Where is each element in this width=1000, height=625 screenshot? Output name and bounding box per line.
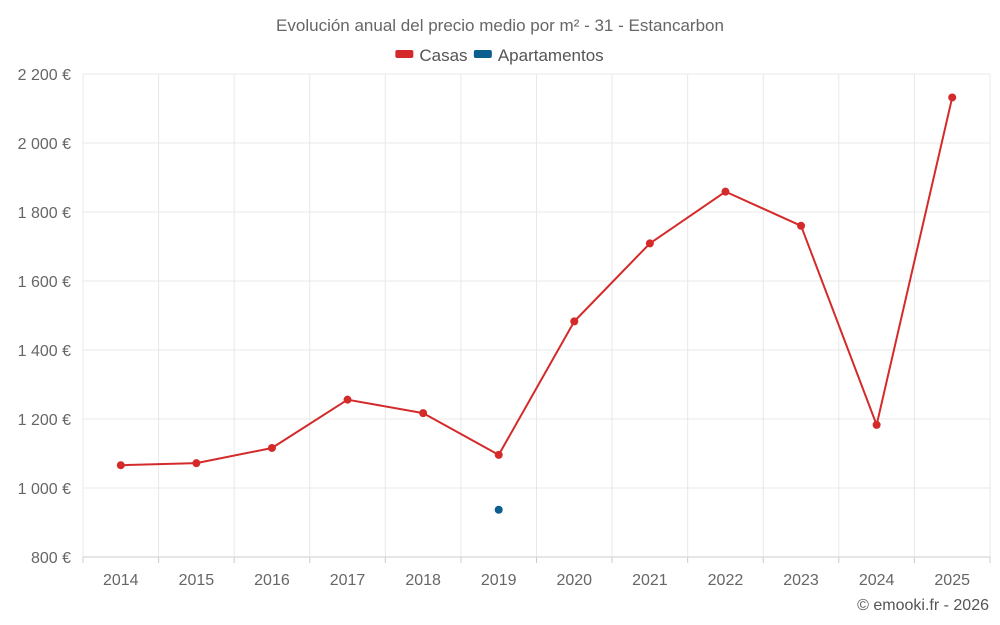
y-tick-label: 1 400 € <box>18 343 71 360</box>
data-point[interactable] <box>494 450 503 459</box>
data-point[interactable] <box>343 395 352 404</box>
x-tick-label: 2014 <box>103 572 139 589</box>
legend-label: Casas <box>419 46 467 65</box>
data-point[interactable] <box>192 459 201 468</box>
series-apartamentos <box>494 505 503 514</box>
chart-title: Evolución anual del precio medio por m² … <box>276 16 724 35</box>
series-line <box>120 97 954 467</box>
x-tick-label: 2015 <box>179 572 215 589</box>
data-point[interactable] <box>645 239 654 248</box>
credit-text: © emooki.fr - 2026 <box>857 597 989 614</box>
legend-label: Apartamentos <box>498 46 604 65</box>
y-tick-label: 1 200 € <box>18 412 71 429</box>
x-tick-label: 2021 <box>632 572 668 589</box>
data-point[interactable] <box>721 187 730 196</box>
data-point[interactable] <box>494 505 503 514</box>
data-point[interactable] <box>948 93 957 102</box>
legend-swatch <box>395 50 414 58</box>
series-casas <box>116 93 957 470</box>
y-tick-label: 1 800 € <box>18 205 71 222</box>
x-axis-ticks: 2014 2015 2016 2017 2018 2019 2020 2021 2022 2023… <box>103 572 970 589</box>
y-tick-label: 800 € <box>31 550 71 567</box>
x-tick-label: 2018 <box>405 572 441 589</box>
legend-item[interactable]: Apartamentos <box>473 46 604 65</box>
x-tick-label: 2019 <box>481 572 517 589</box>
data-point[interactable] <box>116 461 125 470</box>
legend-swatch <box>473 50 492 58</box>
legend-item[interactable]: Casas <box>395 46 468 65</box>
x-tick-label: 2022 <box>708 572 744 589</box>
x-tick-label: 2024 <box>859 572 895 589</box>
x-tick-label: 2016 <box>254 572 290 589</box>
data-point[interactable] <box>797 221 806 230</box>
x-tick-label: 2023 <box>783 572 819 589</box>
grid <box>82 73 991 563</box>
y-axis-ticks: 800 € 1 000 € 1 200 € 1 400 € 1 600 € 1 800 €… <box>18 67 71 567</box>
y-tick-label: 1 000 € <box>18 481 71 498</box>
legend: Casas Apartamentos <box>395 46 604 65</box>
x-tick-label: 2017 <box>330 572 366 589</box>
series-layer <box>116 93 957 514</box>
data-point[interactable] <box>419 409 428 418</box>
y-tick-label: 2 000 € <box>18 136 71 153</box>
x-tick-label: 2020 <box>556 572 592 589</box>
data-point[interactable] <box>570 317 579 326</box>
x-tick-label: 2025 <box>934 572 970 589</box>
data-point[interactable] <box>872 420 881 429</box>
data-point[interactable] <box>267 443 276 452</box>
y-tick-label: 2 200 € <box>18 67 71 84</box>
y-tick-label: 1 600 € <box>18 274 71 291</box>
